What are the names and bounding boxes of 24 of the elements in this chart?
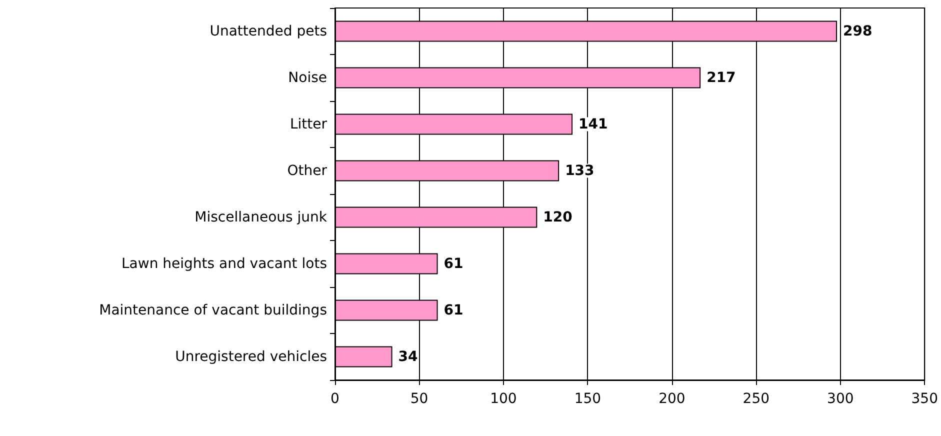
x-tick-label: 50	[410, 391, 428, 407]
y-tick-label: Noise	[288, 70, 327, 86]
x-tick-label: 100	[490, 391, 517, 407]
y-tick-label: Maintenance of vacant buildings	[99, 302, 327, 318]
x-tick-label: 350	[911, 391, 938, 407]
data-label: 34	[398, 348, 418, 365]
data-label: 61	[444, 302, 464, 318]
data-label: 61	[444, 256, 464, 272]
y-tick-label: Lawn heights and vacant lots	[121, 256, 327, 272]
y-tick-label: Miscellaneous junk	[194, 209, 328, 226]
data-label: 217	[706, 70, 736, 86]
y-tick-label: Unattended pets	[210, 23, 327, 40]
x-tick-label: 200	[658, 391, 686, 407]
data-label: 133	[565, 162, 594, 179]
y-tick-label: Other	[287, 162, 328, 179]
x-tick-label: 0	[330, 391, 340, 407]
data-label: 120	[543, 209, 573, 226]
data-label: 141	[578, 116, 608, 132]
data-label: 298	[843, 23, 872, 40]
x-tick-label: 300	[827, 391, 854, 407]
x-tick-label: 250	[742, 391, 770, 407]
y-tick-label: Litter	[290, 116, 328, 132]
x-tick-label: 150	[574, 391, 602, 407]
y-tick-label: Unregistered vehicles	[175, 348, 327, 365]
